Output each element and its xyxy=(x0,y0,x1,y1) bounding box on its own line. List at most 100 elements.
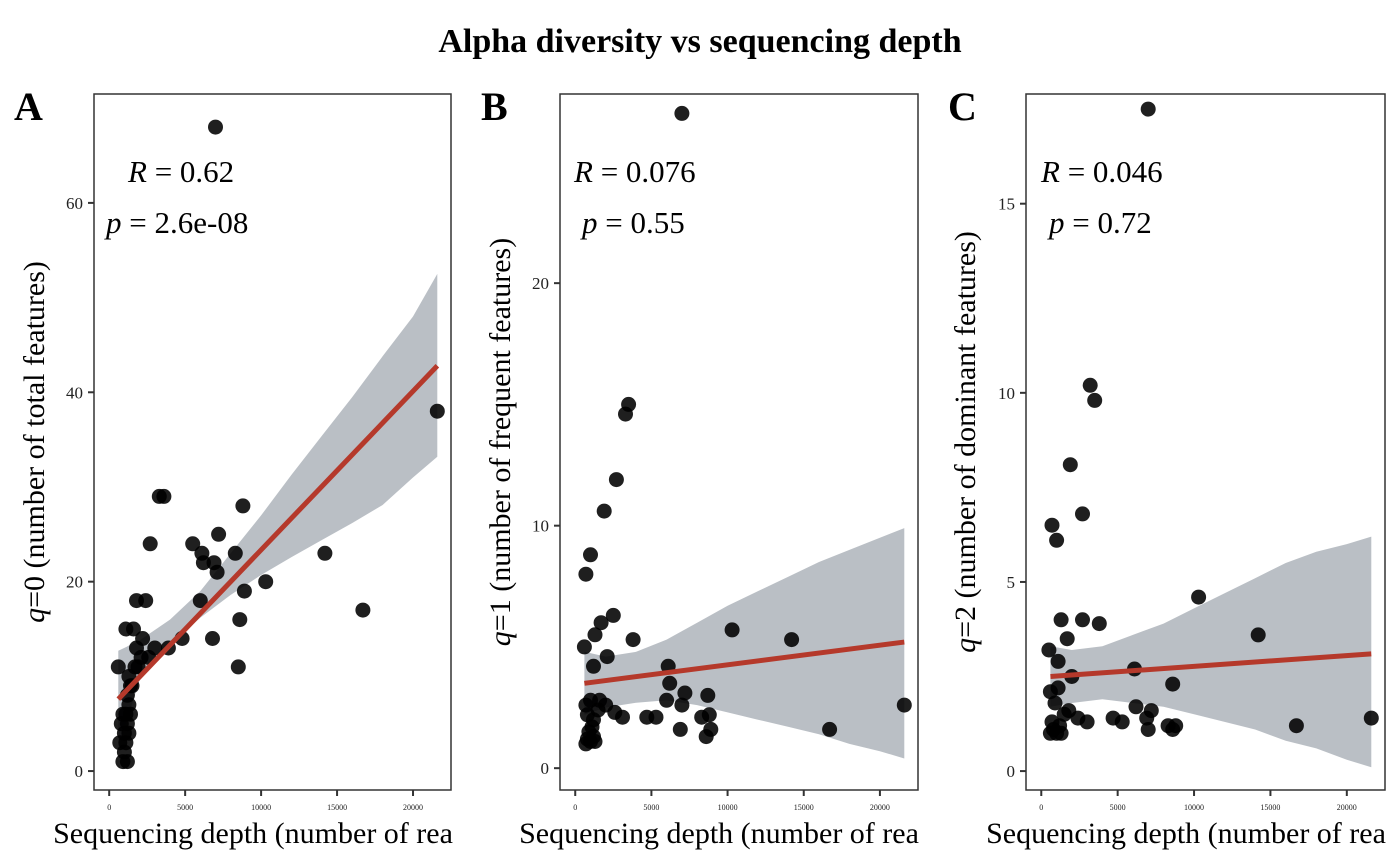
confidence-band-a xyxy=(118,273,438,748)
regression-line-a xyxy=(116,364,440,701)
data-point-b-0 xyxy=(674,105,690,121)
data-point-b-18 xyxy=(677,685,693,701)
plot-frame-b xyxy=(559,93,919,791)
data-point-c-5 xyxy=(1044,517,1060,533)
data-point-c-38 xyxy=(1042,684,1058,700)
data-point-c-30 xyxy=(1288,718,1304,734)
data-point-b-5 xyxy=(583,547,598,563)
data-point-b-14 xyxy=(724,622,740,638)
x-tick-label-b-1: 5000 xyxy=(643,803,659,812)
x-tick-label-b-0: 0 xyxy=(573,803,577,812)
plot-frame-a xyxy=(93,93,452,791)
data-point-b-19 xyxy=(700,687,716,703)
panel-tag-a: A xyxy=(14,84,43,129)
data-point-c-28 xyxy=(1160,718,1176,734)
data-point-a-10 xyxy=(211,526,227,542)
data-point-a-7 xyxy=(227,545,243,561)
panel-c: C 0 5 10 15 0 5000 10000 15000 20000 R = 0.046 p… xyxy=(948,84,1386,850)
figure-title: Alpha diversity vs sequencing depth xyxy=(438,23,961,60)
data-point-a-6 xyxy=(235,498,251,514)
data-point-c-15 xyxy=(1041,642,1057,658)
data-point-c-8 xyxy=(1075,612,1090,628)
confidence-band-c xyxy=(1050,536,1372,768)
data-point-a-49 xyxy=(129,640,144,656)
data-point-c-41 xyxy=(1042,725,1058,741)
data-point-b-17 xyxy=(662,675,678,691)
data-point-b-35 xyxy=(822,721,838,737)
regression-line-b xyxy=(584,639,905,686)
data-point-c-1 xyxy=(1082,377,1098,393)
data-point-a-14 xyxy=(195,555,211,571)
data-point-b-8 xyxy=(593,615,609,631)
data-point-c-3 xyxy=(1062,457,1078,473)
plot-frame-c xyxy=(1025,93,1386,791)
panel-tag-c: C xyxy=(948,84,977,129)
data-point-c-40 xyxy=(1053,725,1069,741)
y-tick-label-b-2: 20 xyxy=(532,274,549,293)
data-point-a-5 xyxy=(236,583,252,599)
x-tick-label-a-4: 20000 xyxy=(403,803,423,812)
data-point-b-21 xyxy=(674,697,690,713)
data-point-b-11 xyxy=(625,632,641,648)
x-tick-label-c-1: 5000 xyxy=(1110,803,1126,812)
data-point-a-2 xyxy=(317,545,333,561)
data-point-b-20 xyxy=(659,692,675,708)
data-point-c-11 xyxy=(1191,589,1207,605)
data-point-a-8 xyxy=(232,612,248,628)
regression-line-c xyxy=(1050,651,1372,680)
data-point-a-51 xyxy=(116,725,132,741)
data-point-b-4 xyxy=(596,503,612,519)
data-point-a-1 xyxy=(429,403,445,419)
data-point-a-46 xyxy=(110,659,126,675)
data-point-c-31 xyxy=(1363,710,1379,726)
x-tick-label-b-4: 20000 xyxy=(870,803,890,812)
y-axis-label-c: q=2 (number of dominant features) xyxy=(949,231,982,653)
y-tick-label-b-0: 0 xyxy=(541,759,550,778)
x-axis-label-b: Sequencing depth (number of rea xyxy=(519,817,919,850)
x-tick-label-a-1: 5000 xyxy=(177,803,193,812)
panel-b: B 0 10 20 0 5000 10000 15000 20000 R = 0.076 p … xyxy=(481,84,919,850)
data-point-c-20 xyxy=(1139,710,1155,726)
data-point-c-0 xyxy=(1140,101,1156,117)
annotation-r-c: R = 0.046 xyxy=(1040,154,1163,189)
x-axis-label-a: Sequencing depth (number of rea xyxy=(53,817,453,850)
data-point-c-12 xyxy=(1250,627,1266,643)
data-point-a-0 xyxy=(208,119,223,135)
data-point-b-26 xyxy=(672,721,688,737)
x-tick-label-a-3: 15000 xyxy=(327,803,347,812)
annotation-r-b: R = 0.076 xyxy=(573,154,696,189)
data-point-b-10 xyxy=(587,627,603,643)
panel-a: A 0 20 40 60 0 5000 10000 15000 20000 R = 0.62 p… xyxy=(14,84,453,850)
y-tick-label-a-3: 60 xyxy=(66,194,83,213)
x-tick-label-b-3: 15000 xyxy=(794,803,814,812)
data-point-b-7 xyxy=(576,639,592,655)
data-point-b-3 xyxy=(608,472,624,488)
data-point-b-9 xyxy=(605,607,621,623)
data-point-b-46 xyxy=(579,707,595,723)
y-axis-label-b: q=1 (number of frequent features) xyxy=(484,238,517,646)
data-point-c-35 xyxy=(1044,714,1060,730)
x-tick-label-c-4: 20000 xyxy=(1337,803,1357,812)
data-point-c-22 xyxy=(1105,710,1121,726)
data-point-a-17 xyxy=(205,631,220,646)
data-point-b-15 xyxy=(784,632,800,648)
y-tick-label-c-3: 15 xyxy=(998,195,1015,214)
data-point-c-2 xyxy=(1087,392,1103,408)
data-point-c-6 xyxy=(1049,532,1065,548)
x-tick-label-c-2: 10000 xyxy=(1184,803,1204,812)
data-point-c-4 xyxy=(1075,506,1090,522)
data-point-c-18 xyxy=(1128,699,1144,715)
data-point-b-2 xyxy=(618,406,633,422)
data-point-a-16 xyxy=(192,593,208,609)
data-point-a-25 xyxy=(118,621,134,637)
annotation-p-c: p = 0.72 xyxy=(1047,205,1152,240)
x-tick-label-c-0: 0 xyxy=(1039,803,1043,812)
data-point-b-13 xyxy=(586,658,601,674)
y-tick-label-c-0: 0 xyxy=(1007,762,1016,781)
data-point-b-43 xyxy=(578,736,594,752)
x-axis-label-c: Sequencing depth (number of rea xyxy=(986,817,1386,850)
annotation-p-b: p = 0.55 xyxy=(580,205,685,240)
data-point-b-12 xyxy=(599,649,615,665)
data-point-c-36 xyxy=(1047,695,1063,711)
